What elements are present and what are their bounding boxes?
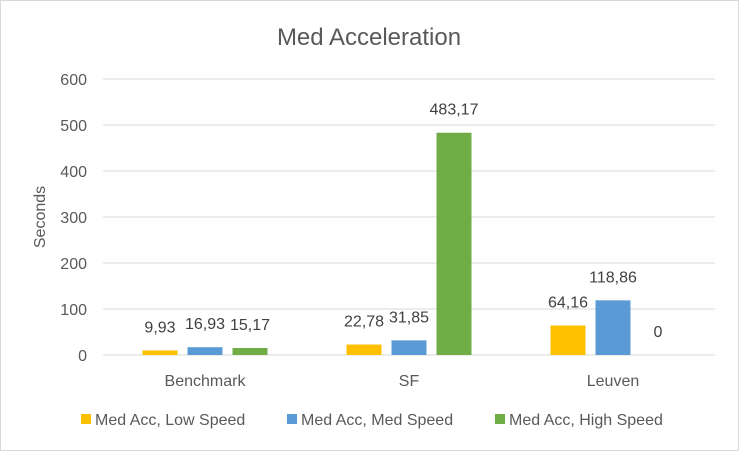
y-tick-label: 500 (60, 118, 87, 135)
data-label: 483,17 (430, 102, 479, 119)
bar (550, 325, 586, 355)
data-label: 64,16 (548, 294, 588, 311)
data-label: 9,93 (144, 319, 175, 336)
chart-title: Med Acceleration (277, 24, 461, 51)
y-axis-ticks: 0 100 200 300 400 500 600 (60, 72, 87, 365)
y-axis-label: Seconds (32, 186, 49, 248)
data-label: 31,85 (389, 309, 429, 326)
legend-swatch (495, 414, 505, 424)
bar (142, 350, 178, 355)
y-tick-label: 400 (60, 164, 87, 181)
x-tick-label: SF (399, 373, 420, 390)
bar (436, 132, 472, 355)
y-tick-label: 0 (78, 348, 87, 365)
x-tick-label: Leuven (587, 373, 640, 390)
data-label: 22,78 (344, 314, 384, 331)
bar (391, 340, 427, 355)
x-axis-ticks: Benchmark SF Leuven (165, 373, 640, 390)
legend: Med Acc, Low Speed Med Acc, Med Speed Med … (81, 412, 663, 429)
data-label: 15,17 (230, 317, 270, 334)
data-labels: 9,93 16,93 15,17 22,78 31,85 483,17 64,16118,8… (144, 102, 662, 341)
y-tick-label: 600 (60, 72, 87, 89)
legend-swatch (287, 414, 297, 424)
data-label: 0 (654, 324, 663, 341)
bars (142, 132, 631, 355)
legend-label: Med Acc, Med Speed (301, 412, 453, 429)
bar (346, 344, 382, 355)
gridlines (103, 78, 715, 356)
y-tick-label: 200 (60, 256, 87, 273)
bar (187, 347, 223, 355)
legend-swatch (81, 414, 91, 424)
data-label: 118,86 (589, 269, 637, 286)
legend-label: Med Acc, High Speed (509, 412, 663, 429)
y-tick-label: 300 (60, 210, 87, 227)
bar (232, 348, 268, 355)
legend-label: Med Acc, Low Speed (95, 412, 245, 429)
x-tick-label: Benchmark (165, 373, 247, 390)
y-tick-label: 100 (60, 302, 87, 319)
data-label: 16,93 (185, 316, 225, 333)
bar (595, 300, 631, 355)
